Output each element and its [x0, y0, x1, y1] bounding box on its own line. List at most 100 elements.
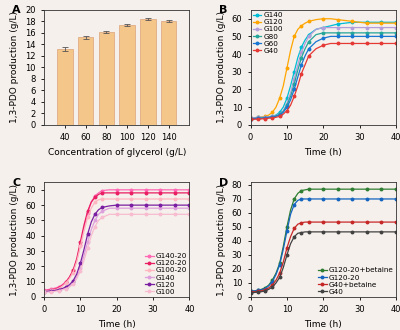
G120-20	[89, 200, 94, 204]
G120-20	[144, 191, 148, 195]
G80	[321, 31, 326, 35]
G100-20	[187, 197, 192, 201]
G40+betaine	[299, 221, 304, 225]
G100-20	[151, 197, 156, 201]
G40+betaine	[263, 288, 268, 292]
G100	[165, 212, 170, 216]
G140	[107, 206, 112, 210]
G40+betaine	[288, 235, 293, 239]
G140-20	[78, 243, 83, 247]
G120-20+betaine	[357, 187, 362, 191]
G140	[85, 240, 90, 244]
G120-20	[45, 288, 50, 292]
G120	[263, 115, 268, 118]
G60	[379, 34, 384, 38]
G120-20+betaine	[256, 288, 260, 292]
G140	[49, 289, 54, 293]
G60	[274, 114, 278, 118]
G120-20+betaine	[284, 225, 289, 229]
G100	[136, 212, 141, 216]
G40	[281, 266, 286, 270]
G120	[180, 203, 184, 207]
G40	[259, 117, 264, 121]
G140-20	[96, 191, 101, 195]
G60	[336, 34, 340, 38]
G120-20	[386, 197, 391, 201]
G120	[277, 96, 282, 100]
G120-20	[394, 197, 398, 201]
G120	[151, 203, 156, 207]
G80	[372, 31, 376, 35]
G100	[122, 212, 126, 216]
G40	[372, 230, 376, 234]
G40	[248, 117, 253, 121]
G120	[303, 21, 308, 25]
G120	[82, 248, 86, 251]
G40	[328, 230, 333, 234]
G120-20+betaine	[343, 187, 348, 191]
G40	[328, 42, 333, 46]
Bar	[140, 19, 156, 125]
G40	[292, 94, 296, 98]
Legend: G140-20, G120-20, G100-20, G140, G120, G100: G140-20, G120-20, G100-20, G140, G120, G…	[145, 253, 187, 295]
G80	[364, 31, 369, 35]
G80	[281, 110, 286, 114]
G40	[372, 42, 376, 46]
G120-20	[82, 223, 86, 227]
G120-20	[92, 195, 97, 199]
G120-20+betaine	[248, 289, 253, 293]
G120-20	[364, 197, 369, 201]
G40+betaine	[321, 220, 326, 224]
Line: G100-20: G100-20	[43, 198, 191, 292]
G120	[386, 21, 391, 25]
G100	[151, 212, 156, 216]
G140	[343, 21, 348, 25]
G100	[96, 218, 101, 222]
G40+betaine	[296, 222, 300, 226]
G100-20	[45, 289, 50, 293]
G120	[336, 17, 340, 21]
G40	[379, 42, 384, 46]
G140-20	[172, 188, 177, 192]
G100-20	[158, 197, 163, 201]
G100	[74, 277, 79, 280]
G100-20	[89, 206, 94, 210]
G40	[266, 116, 271, 120]
Text: B: B	[218, 5, 227, 15]
Bar	[57, 49, 72, 125]
G40+betaine	[256, 289, 260, 293]
G120	[187, 203, 192, 207]
G120	[96, 208, 101, 212]
G120	[42, 290, 46, 294]
G100-20	[180, 197, 184, 201]
G40	[364, 42, 369, 46]
G80	[314, 33, 318, 37]
G120-20	[303, 197, 308, 201]
Bar	[161, 21, 176, 125]
G140-20	[89, 200, 94, 204]
G40+betaine	[281, 260, 286, 264]
G120-20	[60, 283, 64, 287]
G40+betaine	[328, 220, 333, 224]
G100	[49, 290, 54, 294]
G80	[343, 31, 348, 35]
G40	[266, 287, 271, 291]
G80	[259, 116, 264, 120]
G60	[248, 116, 253, 120]
G140	[314, 27, 318, 31]
G60	[256, 116, 260, 120]
G40	[252, 290, 256, 294]
Text: D: D	[218, 178, 228, 187]
G120	[274, 105, 278, 109]
G40+betaine	[306, 220, 311, 224]
G40	[306, 230, 311, 234]
G140	[144, 206, 148, 210]
Y-axis label: 1,3-PDO production (g/L): 1,3-PDO production (g/L)	[217, 11, 226, 123]
G120-20+betaine	[274, 271, 278, 275]
G140	[172, 206, 177, 210]
G140	[256, 115, 260, 119]
G140	[292, 70, 296, 74]
G100	[321, 26, 326, 30]
G40	[306, 54, 311, 58]
Legend: G120-20+betaine, G120-20, G40+betaine, G40: G120-20+betaine, G120-20, G40+betaine, G…	[318, 267, 394, 295]
